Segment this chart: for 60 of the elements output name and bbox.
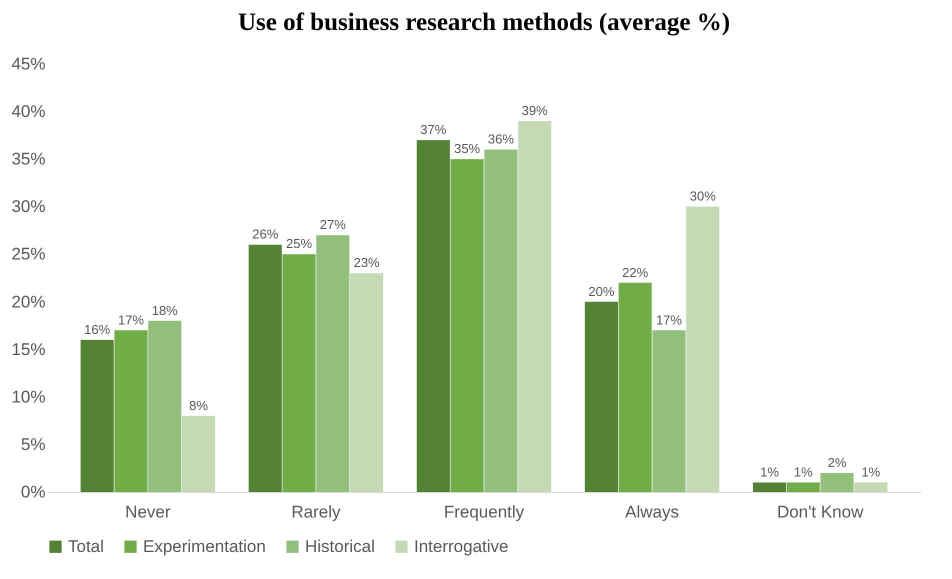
- bar: [416, 140, 450, 492]
- bar: [484, 150, 518, 492]
- x-tick-label: Frequently: [444, 502, 525, 522]
- y-tick-label: 30%: [11, 197, 46, 216]
- bar: [182, 416, 216, 492]
- bar: [148, 320, 182, 492]
- data-label: 36%: [488, 132, 514, 147]
- bar: [316, 235, 350, 492]
- y-tick-label: 15%: [11, 340, 46, 359]
- bar: [686, 206, 720, 492]
- bar: [282, 254, 316, 492]
- data-label: 8%: [189, 398, 208, 413]
- bar: [114, 330, 148, 492]
- data-label: 1%: [794, 464, 814, 480]
- legend-label: Historical: [305, 536, 375, 556]
- x-tick-label: Rarely: [291, 502, 341, 522]
- y-tick-label: 10%: [11, 387, 46, 406]
- bar: [752, 482, 786, 492]
- bar: [80, 340, 114, 492]
- data-label: 26%: [252, 226, 279, 242]
- x-tick-label: Don't Know: [776, 502, 864, 522]
- data-label: 30%: [690, 188, 716, 204]
- data-label: 25%: [286, 236, 312, 252]
- data-label: 16%: [84, 322, 111, 337]
- chart-title: Use of business research methods (average %): [238, 9, 730, 36]
- y-tick-label: 20%: [11, 292, 46, 312]
- data-label: 35%: [454, 141, 481, 156]
- bar: [518, 121, 552, 492]
- y-tick-label: 45%: [11, 54, 46, 74]
- data-label: 18%: [152, 302, 178, 318]
- data-label: 2%: [828, 454, 847, 470]
- bar: [350, 273, 384, 492]
- legend-label: Interrogative: [414, 536, 508, 556]
- y-tick-label: 40%: [11, 102, 46, 122]
- data-label: 23%: [354, 255, 380, 270]
- y-tick-label: 0%: [20, 482, 46, 502]
- x-tick-label: Always: [625, 502, 680, 522]
- legend-label: Experimentation: [143, 536, 266, 556]
- bar: [854, 482, 888, 492]
- legend-label: Total: [68, 536, 104, 556]
- data-label: 22%: [622, 264, 649, 280]
- bar: [652, 330, 686, 492]
- data-label: 37%: [420, 122, 447, 138]
- bar: [584, 302, 618, 492]
- y-tick-label: 35%: [11, 150, 46, 169]
- data-label: 1%: [861, 464, 881, 480]
- bar: [618, 282, 652, 492]
- data-label: 20%: [588, 284, 615, 299]
- data-label: 17%: [118, 312, 144, 328]
- bar: [820, 472, 854, 492]
- y-tick-label: 5%: [20, 434, 46, 454]
- bar: [450, 159, 484, 492]
- x-tick-label: Never: [125, 502, 171, 522]
- data-label: 39%: [522, 103, 548, 118]
- bar: [786, 482, 820, 492]
- data-label: 1%: [760, 464, 780, 480]
- y-tick-label: 25%: [11, 244, 46, 264]
- data-label: 27%: [320, 217, 346, 232]
- bar: [248, 244, 282, 492]
- data-label: 17%: [656, 312, 682, 328]
